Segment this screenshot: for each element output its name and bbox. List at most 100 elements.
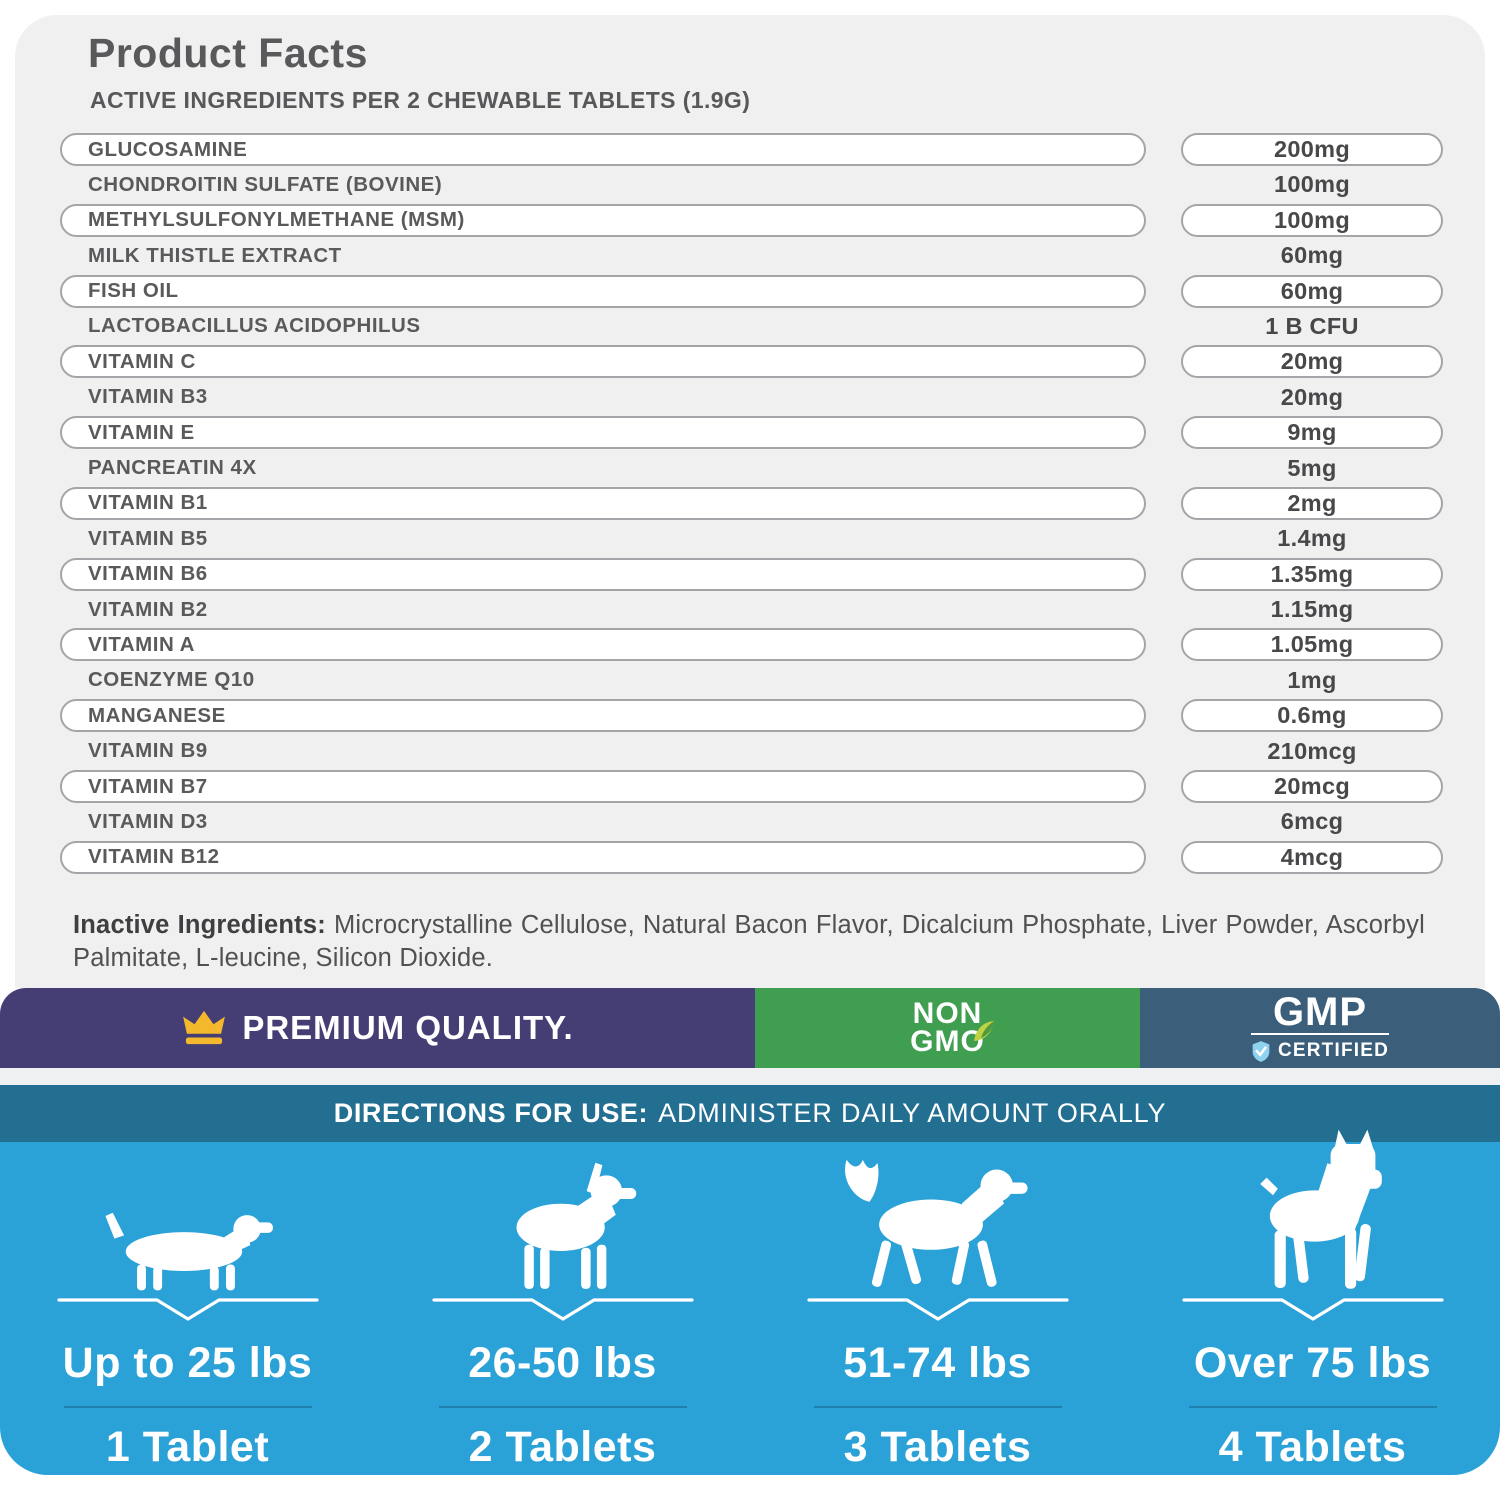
ingredient-amount: 20mg xyxy=(1280,383,1344,410)
ingredient-name: COENZYME Q10 xyxy=(88,668,255,692)
ingredient-name: VITAMIN E xyxy=(60,416,1146,450)
inactive-ingredients: Inactive Ingredients: Microcrystalline C… xyxy=(73,909,1425,975)
table-row: CHONDROITIN SULFATE (BOVINE) 100mg xyxy=(60,168,1443,201)
boxer-icon xyxy=(1233,1128,1393,1292)
bracket-icon xyxy=(806,1298,1069,1321)
weight-label: Over 75 lbs xyxy=(1193,1339,1432,1387)
ingredient-amount: 1.4mg xyxy=(1277,525,1347,552)
table-row: VITAMIN B9 210mcg xyxy=(60,735,1443,768)
bracket-icon xyxy=(431,1298,694,1321)
ingredient-name: VITAMIN B6 xyxy=(60,557,1146,591)
divider-strip xyxy=(0,1068,1500,1085)
ingredient-name: VITAMIN B3 xyxy=(88,385,208,409)
weight-label: 51-74 lbs xyxy=(843,1339,1032,1387)
ingredient-amount: 5mg xyxy=(1287,454,1337,481)
ingredient-name: CHONDROITIN SULFATE (BOVINE) xyxy=(88,172,443,196)
dose-label: 2 Tablets xyxy=(468,1423,657,1471)
ingredient-amount: 60mg xyxy=(1280,242,1344,269)
table-row: VITAMIN B3 20mg xyxy=(60,381,1443,414)
ingredient-amount: 100mg xyxy=(1274,171,1350,198)
ingredient-name: METHYLSULFONYLMETHANE (MSM) xyxy=(60,203,1146,237)
inactive-ingredients-label: Inactive Ingredients: xyxy=(73,911,326,939)
ingredient-amount: 4mcg xyxy=(1181,840,1443,874)
ingredient-amount: 1mg xyxy=(1287,666,1337,693)
ingredient-name: VITAMIN B9 xyxy=(88,739,208,763)
ingredients-table: GLUCOSAMINE 200mg CHONDROITIN SULFATE (B… xyxy=(60,133,1443,876)
ingredient-name: LACTOBACILLUS ACIDOPHILUS xyxy=(88,314,421,338)
weight-label: 26-50 lbs xyxy=(468,1339,657,1387)
ingredient-name: VITAMIN C xyxy=(60,345,1146,379)
table-row: VITAMIN B6 1.35mg xyxy=(60,557,1443,591)
table-row: FISH OIL 60mg xyxy=(60,274,1443,308)
non-gmo-label: NON GMO xyxy=(910,999,994,1057)
shield-check-icon xyxy=(1252,1040,1270,1062)
directions-text: ADMINISTER DAILY AMOUNT ORALLY xyxy=(658,1098,1167,1128)
gmp-badge: GMP CERTIFIED xyxy=(1140,988,1500,1068)
table-row: VITAMIN B7 20mcg xyxy=(60,770,1443,804)
retriever-icon xyxy=(840,1150,1035,1292)
ingredient-amount: 20mg xyxy=(1181,345,1443,379)
ingredient-name: VITAMIN A xyxy=(60,628,1146,662)
product-facts-card: Product Facts ACTIVE INGREDIENTS PER 2 C… xyxy=(15,15,1485,988)
dosage-column: 51-74 lbs 3 Tablets xyxy=(750,1142,1125,1475)
dose-label: 3 Tablets xyxy=(843,1423,1032,1471)
weight-label: Up to 25 lbs xyxy=(62,1339,313,1387)
table-row: GLUCOSAMINE 200mg xyxy=(60,133,1443,166)
table-row: PANCREATIN 4X 5mg xyxy=(60,452,1443,485)
table-row: METHYLSULFONYLMETHANE (MSM) 100mg xyxy=(60,203,1443,237)
ingredient-amount: 200mg xyxy=(1181,133,1443,166)
ingredient-name: FISH OIL xyxy=(60,274,1146,308)
dose-label: 4 Tablets xyxy=(1218,1423,1407,1471)
table-row: LACTOBACILLUS ACIDOPHILUS 1 B CFU xyxy=(60,310,1443,343)
bracket-icon xyxy=(56,1298,319,1321)
gmp-certified-label: CERTIFIED xyxy=(1277,1040,1390,1061)
ingredient-amount: 2mg xyxy=(1181,486,1443,520)
premium-quality-label: PREMIUM QUALITY. xyxy=(242,1009,574,1046)
dosage-section: Up to 25 lbs 1 Tablet 26-50 lbs 2 Tablet… xyxy=(0,1142,1500,1475)
ingredient-amount: 0.6mg xyxy=(1181,699,1443,733)
table-row: VITAMIN E 9mg xyxy=(60,416,1443,450)
ingredient-amount: 20mcg xyxy=(1181,770,1443,804)
crown-icon xyxy=(183,1010,226,1045)
directions-bar: DIRECTIONS FOR USE: ADMINISTER DAILY AMO… xyxy=(0,1085,1500,1142)
ingredient-amount: 210mcg xyxy=(1267,737,1357,764)
dose-divider xyxy=(1188,1406,1437,1408)
ingredient-name: GLUCOSAMINE xyxy=(60,133,1146,166)
table-row: MANGANESE 0.6mg xyxy=(60,699,1443,733)
dosage-column: Over 75 lbs 4 Tablets xyxy=(1125,1142,1500,1475)
table-row: VITAMIN B12 4mcg xyxy=(60,840,1443,874)
dose-label: 1 Tablet xyxy=(105,1423,270,1471)
dosage-column: 26-50 lbs 2 Tablets xyxy=(375,1142,750,1475)
table-row: VITAMIN C 20mg xyxy=(60,345,1443,379)
ingredient-name: VITAMIN B5 xyxy=(88,526,208,550)
ingredient-amount: 6mcg xyxy=(1280,808,1344,835)
ingredient-amount: 60mg xyxy=(1181,274,1443,308)
ingredient-name: VITAMIN B7 xyxy=(60,770,1146,804)
table-row: VITAMIN B1 2mg xyxy=(60,486,1443,520)
ingredient-name: MANGANESE xyxy=(60,699,1146,733)
ingredient-name: VITAMIN D3 xyxy=(88,809,208,833)
table-row: VITAMIN B2 1.15mg xyxy=(60,593,1443,626)
table-row: VITAMIN A 1.05mg xyxy=(60,628,1443,662)
table-row: VITAMIN B5 1.4mg xyxy=(60,522,1443,555)
premium-quality-badge: PREMIUM QUALITY. xyxy=(0,988,755,1068)
beagle-icon xyxy=(488,1158,638,1292)
gmp-label: GMP xyxy=(1272,989,1368,1034)
table-row: VITAMIN D3 6mcg xyxy=(60,805,1443,838)
inactive-ingredients-text: Microcrystalline Cellulose, Natural Baco… xyxy=(73,911,1425,973)
page-title: Product Facts xyxy=(88,30,368,76)
dachshund-icon xyxy=(103,1203,273,1292)
non-gmo-badge: NON GMO xyxy=(755,988,1140,1068)
ingredient-name: VITAMIN B1 xyxy=(60,486,1146,520)
ingredient-amount: 1.35mg xyxy=(1181,557,1443,591)
ingredient-name: PANCREATIN 4X xyxy=(88,456,257,480)
ingredient-amount: 1.05mg xyxy=(1181,628,1443,662)
ingredient-amount: 1 B CFU xyxy=(1265,312,1359,339)
ingredient-name: VITAMIN B12 xyxy=(60,840,1146,874)
gmp-certified-row: CERTIFIED xyxy=(1250,1032,1390,1063)
ingredient-amount: 1.15mg xyxy=(1270,596,1354,623)
dose-divider xyxy=(438,1406,687,1408)
leaf-icon xyxy=(973,1021,994,1041)
ingredient-amount: 100mg xyxy=(1181,203,1443,237)
ingredient-name: MILK THISTLE EXTRACT xyxy=(88,243,342,267)
